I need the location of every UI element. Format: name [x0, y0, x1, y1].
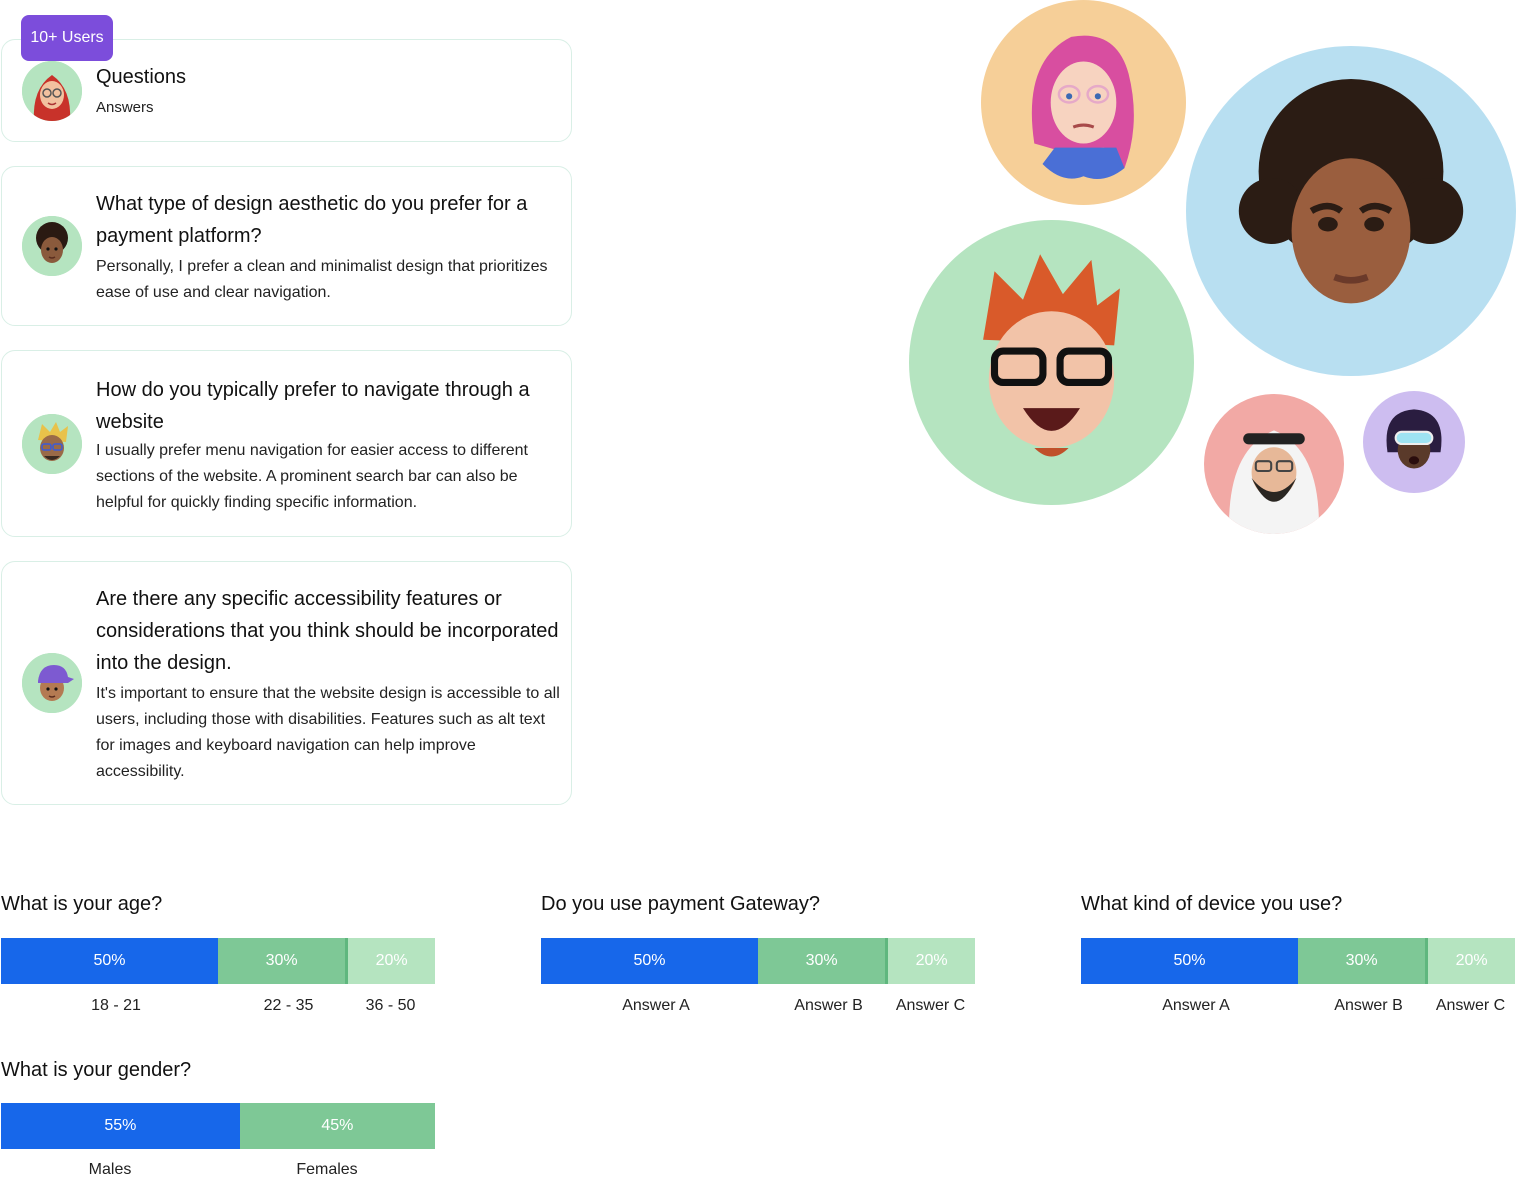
poll-segment: 20% [348, 938, 435, 984]
poll-segment: 55% [1, 1103, 240, 1149]
qa-card: How do you typically prefer to navigate … [1, 350, 572, 537]
poll-segment: 30% [758, 938, 889, 984]
poll-bar: 50% 30% 20% [1, 938, 435, 984]
poll-segment: 45% [239, 1103, 435, 1149]
poll-option-label: Females [296, 1161, 358, 1178]
poll-bar: 55% 45% [1, 1103, 435, 1149]
poll-option-label: Males [88, 1161, 132, 1178]
avatar [22, 216, 82, 276]
avatar [22, 61, 82, 121]
poll-segment: 20% [888, 938, 975, 984]
card-question: What type of design aesthetic do you pre… [96, 193, 528, 247]
poll-option-label: Answer C [1435, 997, 1506, 1014]
card-question: Are there any specific accessibility fea… [96, 588, 559, 674]
card-answer: Personally, I prefer a clean and minimal… [96, 258, 548, 301]
poll-title: What is your age? [1, 893, 163, 915]
poll-option-label: Answer C [895, 997, 966, 1014]
card-answer: Answers [96, 99, 154, 116]
poll-option-label: Answer A [1162, 997, 1230, 1014]
keffiyeh-memoji [1204, 394, 1344, 534]
poll-segment: 50% [1, 938, 218, 984]
poll-segment: 20% [1428, 938, 1515, 984]
users-count-badge: 10+ Users [21, 15, 113, 61]
poll-title: What is your gender? [1, 1059, 192, 1081]
card-answer: It's important to ensure that the websit… [96, 685, 560, 780]
poll-option-label: 18 - 21 [91, 997, 141, 1014]
poll-segment: 30% [1298, 938, 1429, 984]
poll-option-label: Answer B [794, 997, 863, 1014]
poll-title: Do you use payment Gateway? [541, 893, 821, 915]
avatar [22, 414, 82, 474]
avatar [22, 653, 82, 713]
qa-card-header: Questions Answers [1, 39, 572, 142]
poll-segment: 50% [1081, 938, 1298, 984]
card-question: Questions [96, 66, 187, 88]
qa-card: What type of design aesthetic do you pre… [1, 166, 572, 326]
pink-hair-memoji [981, 0, 1186, 205]
poll-title: What kind of device you use? [1081, 893, 1343, 915]
vr-goggles-memoji [1363, 391, 1465, 493]
card-question: How do you typically prefer to navigate … [96, 379, 530, 433]
card-answer: I usually prefer menu navigation for eas… [96, 442, 528, 511]
poll-option-label: 36 - 50 [365, 997, 416, 1014]
poll-option-label: Answer B [1334, 997, 1403, 1014]
poll-segment: 50% [541, 938, 758, 984]
poll-option-label: Answer A [622, 997, 690, 1014]
poll-segment: 30% [218, 938, 349, 984]
poll-option-label: 22 - 35 [263, 997, 314, 1014]
curly-hair-memoji [1186, 46, 1516, 376]
poll-bar: 50% 30% 20% [1081, 938, 1515, 984]
red-hair-glasses-memoji [909, 220, 1194, 505]
qa-card: Are there any specific accessibility fea… [1, 561, 572, 805]
poll-bar: 50% 30% 20% [541, 938, 975, 984]
